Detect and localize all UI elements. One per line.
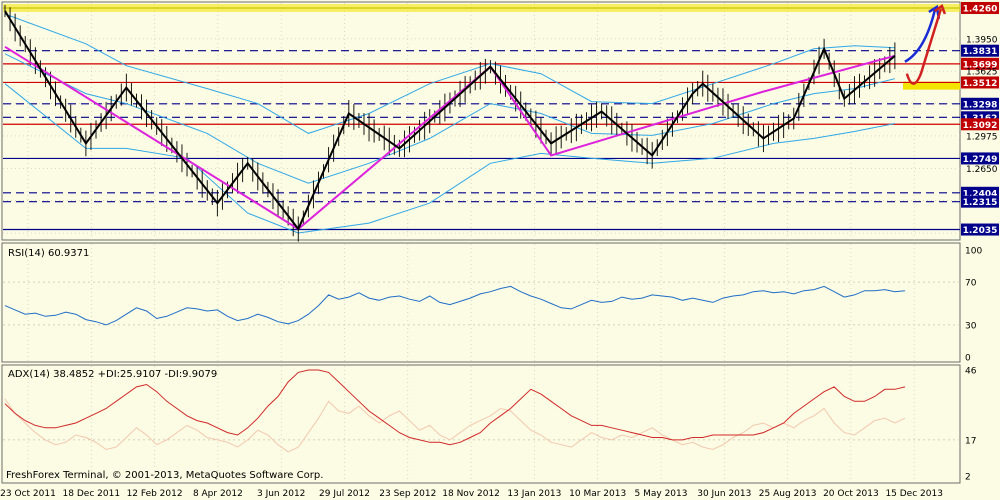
level-tag-label: 1.2315 (963, 198, 998, 208)
level-tag-label: 1.2749 (963, 155, 998, 165)
rsi-panel (1, 242, 961, 363)
zigzag-lines (4, 10, 896, 231)
rsi-tick-label: 70 (965, 279, 977, 289)
x-axis-label: 23 Oct 2011 (0, 489, 56, 499)
x-axis-label: 20 Oct 2013 (823, 489, 879, 499)
adx-tick-label: 46 (965, 367, 977, 377)
forecast-arrows (904, 4, 947, 85)
level-tag-label: 1.2404 (963, 189, 998, 199)
level-tag (961, 97, 999, 110)
level-tag-label: 1.4260 (963, 4, 998, 14)
price-panel (1, 1, 961, 241)
bollinger-lower (4, 83, 895, 234)
zigzag-black (4, 10, 896, 231)
level-tag-label: 1.3092 (963, 121, 998, 131)
x-axis-label: 23 Sep 2012 (379, 489, 436, 499)
level-tag (961, 223, 999, 236)
level-tag (961, 76, 999, 89)
forecast-arrow-red (905, 8, 943, 85)
x-axis-label: 8 Apr 2012 (193, 489, 243, 499)
adx-tick-label: 17 (965, 436, 976, 446)
x-axis-label: 18 Nov 2012 (442, 489, 500, 499)
adx-tick-label: 2 (965, 473, 971, 483)
rsi-tick-label: 0 (965, 354, 971, 364)
adx-title: ADX(14) 38.4852 +DI:25.9107 -DI:9.9079 (8, 369, 217, 380)
di-line (4, 398, 906, 453)
adx-line (4, 369, 906, 446)
level-tag (961, 57, 999, 70)
x-axis-label: 5 May 2013 (635, 489, 688, 499)
x-axis-label: 15 Dec 2013 (885, 489, 943, 499)
rsi-title: RSI(14) 60.9371 (8, 248, 89, 259)
price-tick-label: 1.3625 (966, 68, 998, 78)
price-tick-label: 1.3950 (966, 35, 998, 45)
rsi-line (4, 285, 906, 326)
rsi-indicator: 100 70 30 0 (3, 247, 982, 364)
x-axis-label: 29 Jul 2012 (319, 489, 370, 499)
zigzag-magenta (4, 45, 896, 231)
footer-copyright: FreshForex Terminal, © 2001-2013, MetaQu… (6, 470, 323, 481)
level-tag (961, 152, 999, 165)
target-band (903, 81, 960, 90)
x-axis-label: 3 Jun 2012 (257, 489, 305, 499)
x-axis-label: 10 Mar 2013 (569, 489, 626, 499)
x-axis-label: 18 Dec 2011 (63, 489, 121, 499)
level-labels: 1.42601.38311.36991.35121.32981.31621.30… (961, 1, 999, 236)
x-axis-label: 13 Jan 2013 (507, 489, 561, 499)
level-tag-label: 1.2035 (963, 226, 998, 236)
forecast-arrowhead-red (934, 4, 947, 15)
adx-indicator: 46 17 2 (3, 367, 977, 483)
rsi-tick-label: 30 (965, 321, 977, 331)
x-axis-label: 30 Jun 2013 (697, 489, 751, 499)
bollinger-middle (4, 53, 896, 184)
price-tick-label: 1.2975 (966, 132, 998, 142)
level-tag (961, 195, 999, 208)
rsi-tick-label: 100 (965, 247, 982, 257)
x-axis-labels: 23 Oct 2011 18 Dec 2011 12 Feb 2012 8 Apr 2… (0, 489, 943, 499)
level-tag-label: 1.3512 (963, 79, 998, 89)
x-axis-label: 12 Feb 2012 (127, 489, 183, 499)
level-tag (961, 1, 999, 14)
price-tick-label: 1.2650 (966, 165, 998, 175)
grid (3, 3, 960, 482)
level-tag-label: 1.3699 (963, 60, 998, 70)
level-tag (961, 44, 999, 57)
level-tag-label: 1.3831 (963, 47, 998, 57)
level-tag-label: 1.3298 (963, 100, 998, 110)
x-axis-label: 25 Aug 2013 (759, 489, 817, 499)
level-tag (961, 118, 999, 131)
forecast-arrow-blue (904, 9, 937, 63)
price-axis-ticks: 1.3950 1.3625 1.2975 1.2650 (966, 35, 998, 174)
adx-panel (1, 364, 961, 484)
